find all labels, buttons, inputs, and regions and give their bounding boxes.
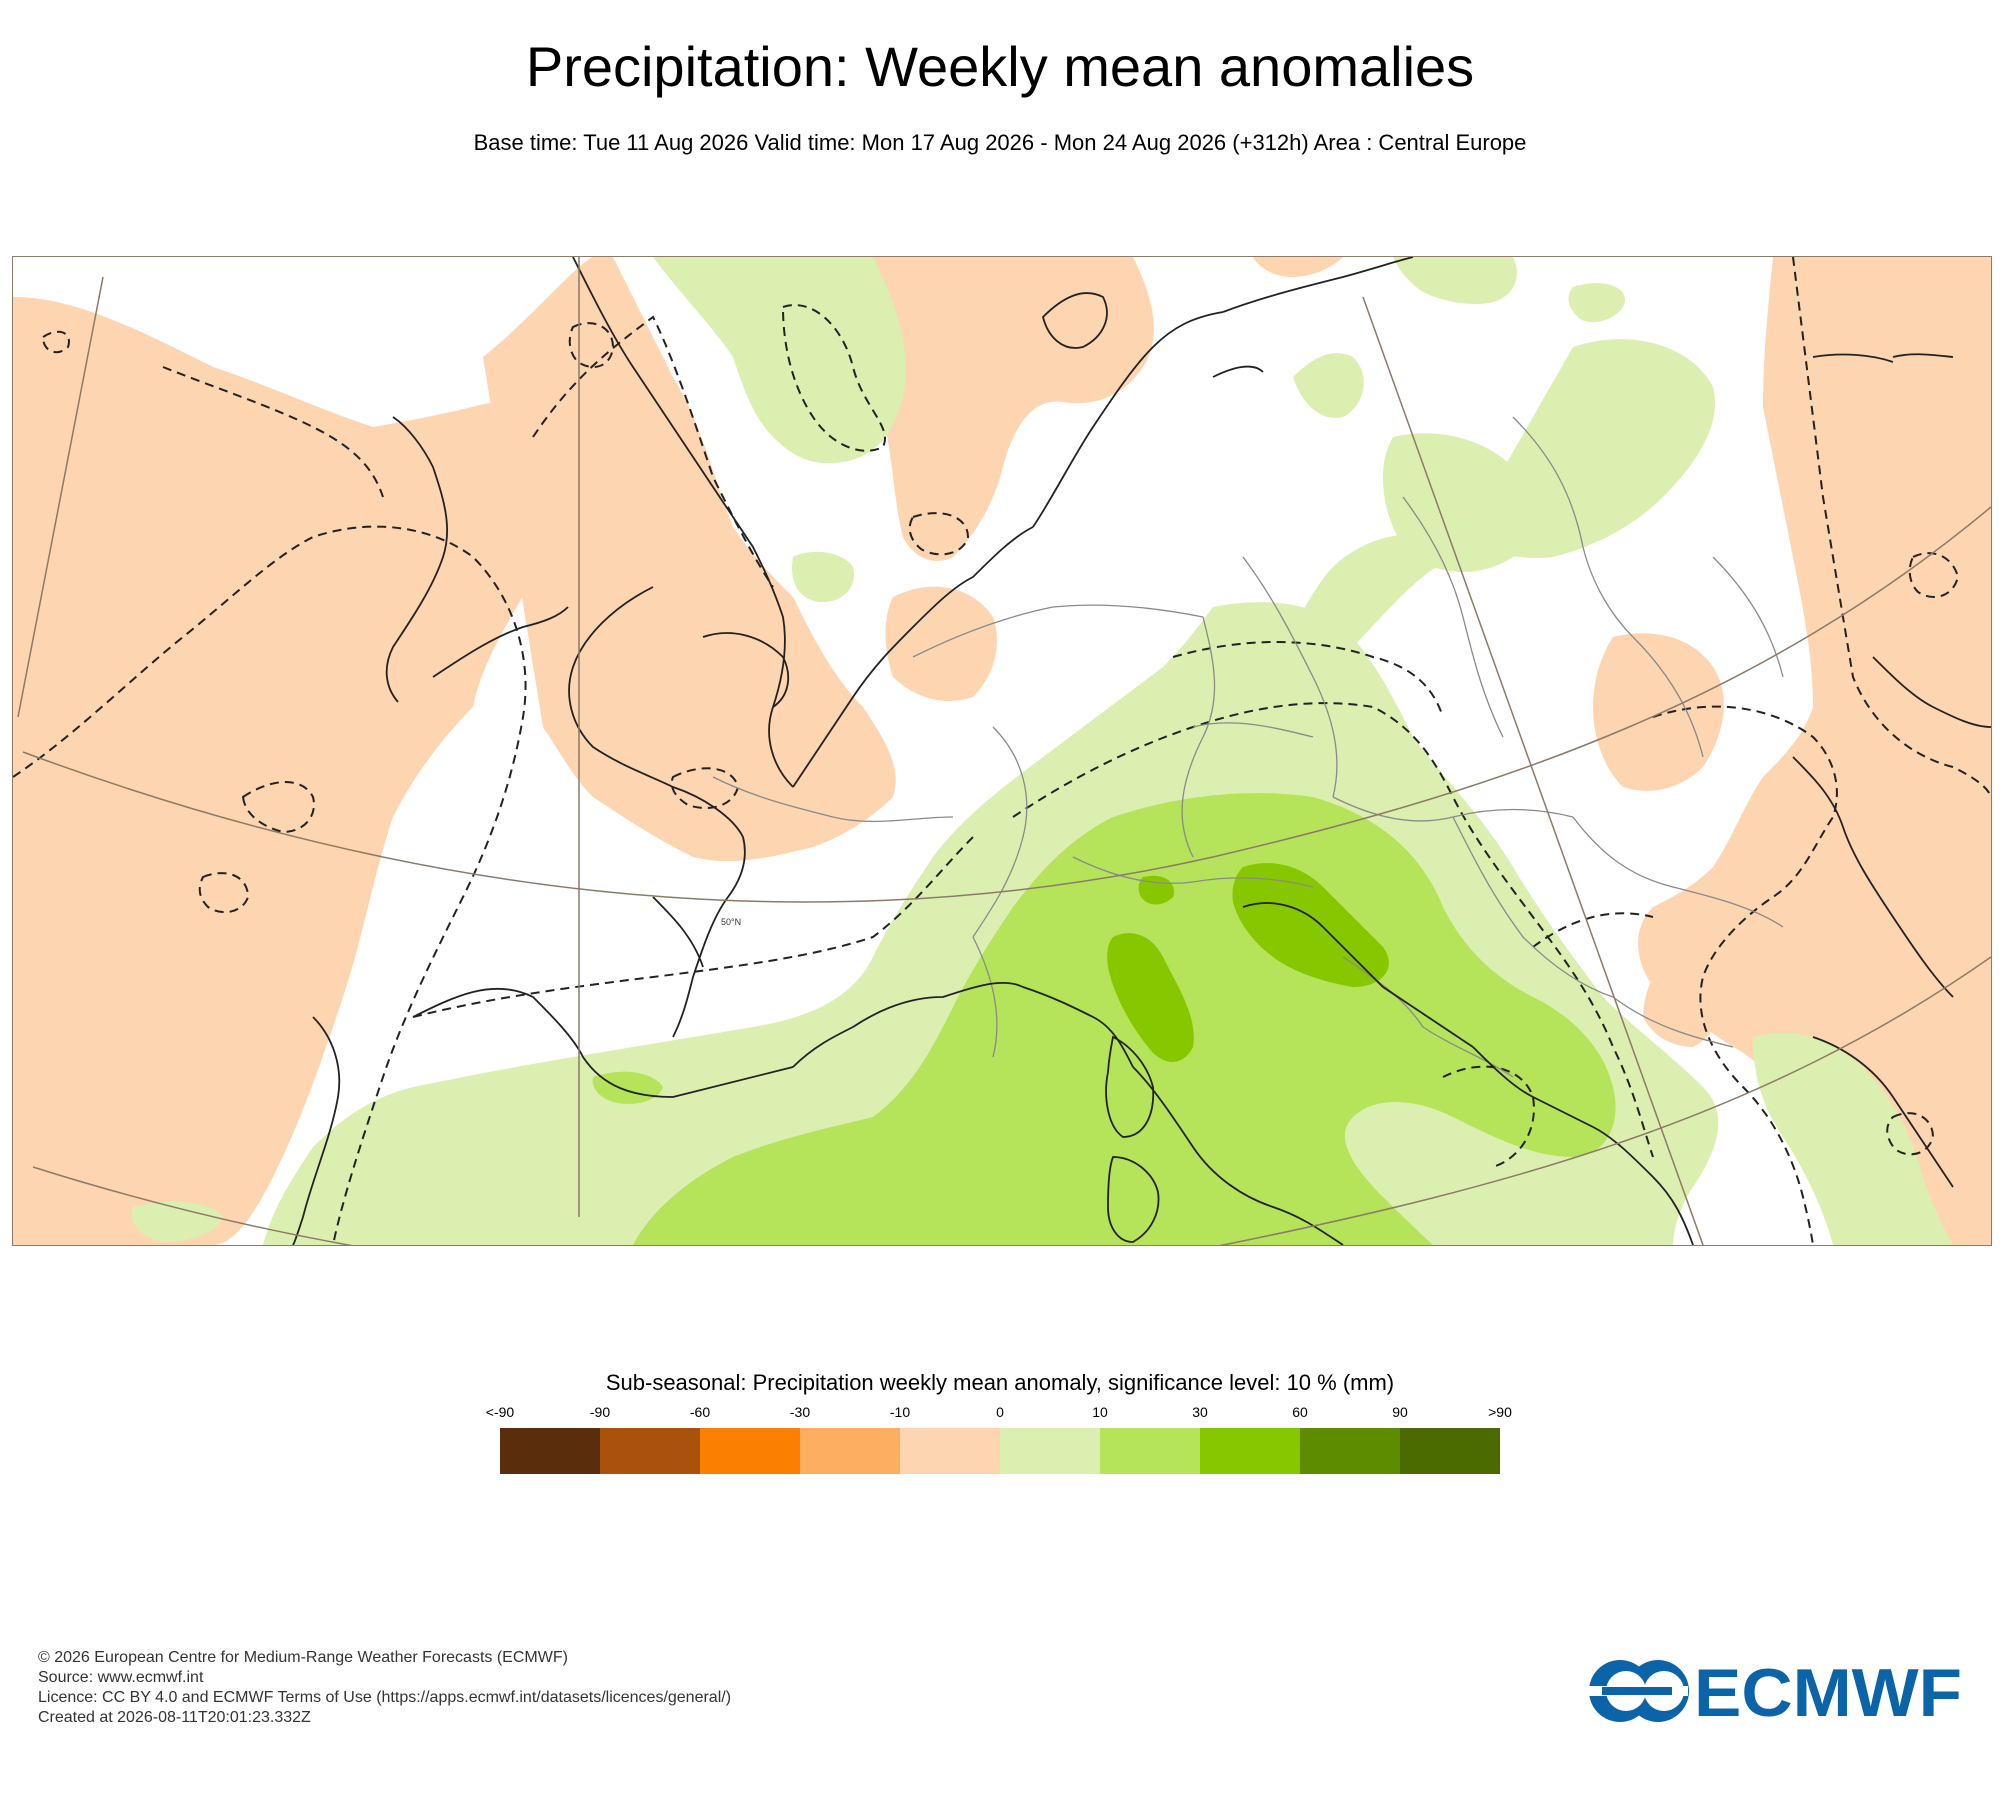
legend-tick-label: 10 xyxy=(1092,1404,1108,1420)
legend-swatch xyxy=(900,1428,1000,1474)
legend-tick-label: <-90 xyxy=(485,1404,515,1420)
footer: © 2026 European Centre for Medium-Range … xyxy=(38,1648,731,1728)
licence-text: Licence: CC BY 4.0 and ECMWF Terms of Us… xyxy=(38,1689,732,1706)
legend-tick-label: 60 xyxy=(1292,1404,1308,1420)
legend-color-bar xyxy=(500,1428,1500,1474)
legend-tick-label: >90 xyxy=(1488,1404,1512,1420)
legend-title: Sub-seasonal: Precipitation weekly mean … xyxy=(605,1370,1395,1395)
country-borders xyxy=(712,416,1784,1078)
legend-swatch xyxy=(800,1428,900,1474)
legend-tick-label: 30 xyxy=(1192,1404,1208,1420)
ecmwf-logo-text: ECMWF xyxy=(1694,1656,1962,1726)
source-text: Source: www.ecmwf.int xyxy=(38,1669,204,1686)
coastlines xyxy=(292,257,1991,1245)
legend-swatch xyxy=(1300,1428,1400,1474)
legend-swatch xyxy=(1100,1428,1200,1474)
legend-tick-label: 0 xyxy=(996,1404,1004,1420)
legend-swatch xyxy=(1200,1428,1300,1474)
ecmwf-logo-icon: ECMWF xyxy=(1588,1655,1962,1731)
negative-anomaly-areas xyxy=(13,257,1991,1245)
legend-swatch xyxy=(700,1428,800,1474)
legend-tick-label: 90 xyxy=(1392,1404,1408,1420)
map-canvas: 50°N xyxy=(13,257,1991,1245)
graticule xyxy=(17,257,1991,1245)
positive-anomaly-strong xyxy=(1107,863,1389,1062)
created-text: Created at 2026-08-11T20:01:23.332Z xyxy=(38,1709,311,1726)
significance-contours xyxy=(13,257,1991,1245)
legend-tick-label: -60 xyxy=(689,1404,711,1420)
legend-tick-label: -10 xyxy=(889,1404,911,1420)
legend-tick-label: -30 xyxy=(789,1404,811,1420)
legend-tick-label: -90 xyxy=(589,1404,611,1420)
copyright-text: © 2026 European Centre for Medium-Range … xyxy=(38,1649,568,1666)
ecmwf-logo[interactable]: ECMWF xyxy=(1588,1655,1968,1731)
graticule-label: 50°N xyxy=(721,917,741,927)
page-title: Precipitation: Weekly mean anomalies xyxy=(525,35,1475,98)
page-subtitle: Base time: Tue 11 Aug 2026 Valid time: M… xyxy=(473,130,1527,155)
anomaly-map[interactable]: 50°N xyxy=(12,256,1992,1246)
legend-swatch xyxy=(1000,1428,1100,1474)
legend-tick-labels: <-90 -90 -60 -30 -10 0 10 30 60 90 >90 xyxy=(486,1404,1512,1424)
legend-swatch xyxy=(500,1428,600,1474)
legend-swatch xyxy=(600,1428,700,1474)
legend-swatch xyxy=(1400,1428,1500,1474)
